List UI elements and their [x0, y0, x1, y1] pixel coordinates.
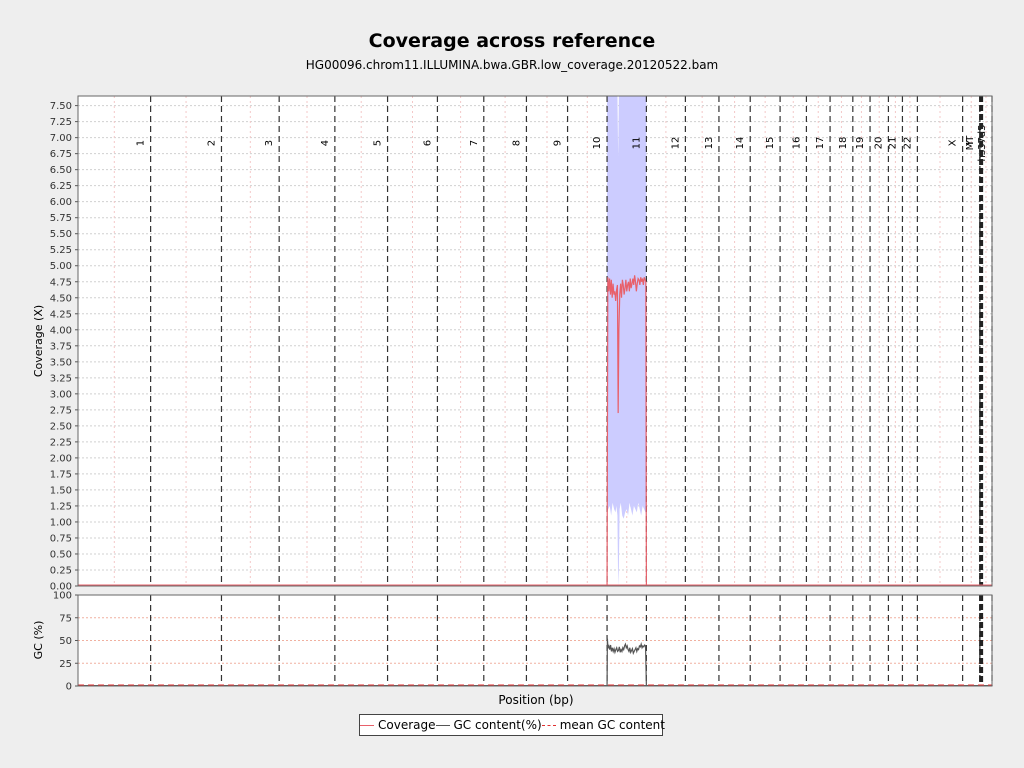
chromosome-label: 4: [320, 140, 331, 146]
legend-swatch: [360, 724, 374, 726]
coverage-tick-label: 4.00: [50, 325, 72, 336]
chromosome-label: Y: [965, 139, 976, 147]
chromosome-label: 19: [855, 137, 866, 150]
gc-tick-label: 75: [59, 613, 72, 624]
chromosome-label: 17: [815, 137, 826, 150]
chromosome-label: 6: [422, 140, 433, 146]
chart-title: Coverage across reference: [368, 30, 656, 52]
legend-swatch: [435, 724, 450, 726]
coverage-tick-label: 5.50: [50, 229, 72, 240]
chart-subtitle: HG00096.chrom11.ILLUMINA.bwa.GBR.low_cov…: [305, 58, 719, 72]
coverage-tick-label: 5.25: [50, 245, 72, 256]
legend-label: mean GC content: [559, 718, 665, 732]
chromosome-label: 11: [631, 137, 642, 150]
coverage-tick-label: 3.50: [50, 357, 72, 368]
coverage-plot-area: [78, 96, 992, 586]
legend-item: Coverage: [360, 718, 436, 732]
chromosome-label: 12: [670, 137, 681, 150]
coverage-tick-label: 1.00: [50, 517, 72, 528]
gc-tick-label: 25: [59, 659, 72, 670]
chromosome-label: 20: [873, 137, 884, 150]
chromosome-label: 13: [704, 137, 715, 150]
coverage-tick-label: 5.75: [50, 213, 72, 224]
chromosome-label: 21: [887, 137, 898, 150]
gc-axis-label: GC (%): [32, 621, 45, 660]
legend: Coverage GC content(%) mean GC content: [359, 714, 665, 736]
coverage-tick-label: 3.00: [50, 389, 72, 400]
coverage-tick-label: 0.50: [50, 549, 72, 560]
coverage-panel: 0.00 0.25 0.50 0.75 1.00 1.25 1.50 1.75 2.00 2.25…: [50, 95, 993, 593]
chromosome-label: 1: [136, 140, 147, 146]
gc-panel-border: [77, 594, 993, 687]
chromosome-label: 5: [373, 140, 384, 146]
chromosome-label: 3: [264, 140, 275, 146]
legend-item: GC content(%): [435, 718, 542, 732]
coverage-tick-label: 4.75: [50, 277, 72, 288]
gc-tick-label: 0: [66, 682, 72, 693]
coverage-tick-label: 0.00: [50, 582, 72, 593]
coverage-tick-label: 7.00: [50, 133, 72, 144]
chromosome-label: X: [948, 139, 959, 146]
chromosome-label: 14: [735, 137, 746, 150]
position-axis-label: Position (bp): [498, 693, 573, 707]
coverage-tick-label: 0.25: [50, 565, 72, 576]
coverage-tick-label: 2.50: [50, 421, 72, 432]
coverage-tick-label: 6.75: [50, 149, 72, 160]
coverage-tick-label: 1.50: [50, 485, 72, 496]
coverage-tick-label: 4.25: [50, 309, 72, 320]
coverage-tick-label: 6.50: [50, 165, 72, 176]
chromosome-label: 15: [765, 137, 776, 150]
coverage-tick-label: 2.25: [50, 437, 72, 448]
chromosome-label: 7: [469, 140, 480, 146]
coverage-tick-label: 2.75: [50, 405, 72, 416]
coverage-tick-label: 1.25: [50, 501, 72, 512]
legend-swatch: [541, 724, 556, 726]
legend-label: Coverage: [378, 718, 436, 732]
gc-content-series-line: [606, 638, 647, 687]
gc-tick-label: 50: [59, 636, 72, 647]
coverage-variance-band: [607, 96, 647, 586]
chromosome-label: MT: [965, 135, 976, 151]
chromosome-label: 22: [902, 137, 913, 150]
coverage-axis-label: Coverage (X): [32, 305, 45, 377]
coverage-tick-label: 3.25: [50, 373, 72, 384]
legend-label: GC content(%): [453, 718, 542, 732]
chromosome-label: 8: [511, 140, 522, 146]
chromosome-label: 2: [207, 140, 218, 146]
coverage-tick-label: 6.00: [50, 197, 72, 208]
chromosome-label: 16: [791, 137, 802, 150]
coverage-tick-label: 5.00: [50, 261, 72, 272]
coverage-tick-label: 0.75: [50, 533, 72, 544]
coverage-tick-label: 1.75: [50, 469, 72, 480]
gc-panel: 0 25 50 75 100: [53, 591, 993, 693]
chromosome-label: 10: [592, 137, 603, 150]
coverage-panel-border: [77, 95, 993, 587]
coverage-tick-label: 4.50: [50, 293, 72, 304]
gc-tick-label: 100: [53, 591, 72, 602]
legend-item: mean GC content: [541, 718, 665, 732]
coverage-series-line: [606, 275, 647, 587]
coverage-tick-label: 7.50: [50, 101, 72, 112]
coverage-tick-label: 6.25: [50, 181, 72, 192]
chromosome-label: 9: [553, 140, 564, 146]
coverage-tick-label: 3.75: [50, 341, 72, 352]
coverage-tick-label: 7.25: [50, 117, 72, 128]
chromosome-label: 18: [838, 137, 849, 150]
coverage-tick-label: 2.00: [50, 453, 72, 464]
